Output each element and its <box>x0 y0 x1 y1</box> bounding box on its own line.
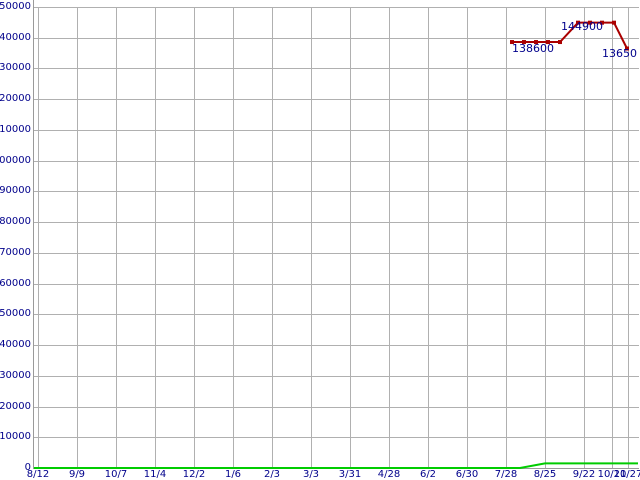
series-line <box>512 21 628 49</box>
y-tick-label: 140000 <box>0 31 31 43</box>
gridline-v <box>272 7 273 468</box>
x-tick-label: 11/4 <box>143 469 167 480</box>
gridline-v <box>506 7 507 468</box>
gridline-v <box>77 7 78 468</box>
gridline-h <box>33 7 639 8</box>
y-tick-label: 40000 <box>0 339 31 351</box>
gridline-h <box>33 38 639 39</box>
data-point-marker <box>576 20 580 25</box>
gridline-v <box>38 7 39 468</box>
series-line <box>34 462 638 469</box>
y-axis-line <box>33 0 34 469</box>
gridline-v <box>612 7 613 468</box>
x-tick-label: 10/7 <box>104 469 128 480</box>
x-tick-label: 9/9 <box>68 469 86 480</box>
y-tick-label: 10000 <box>0 431 31 443</box>
label-144900: 144900 <box>561 20 603 33</box>
data-point-marker <box>588 20 592 25</box>
data-point-marker <box>600 20 604 25</box>
gridline-v <box>389 7 390 468</box>
gridline-v <box>545 7 546 468</box>
gridline-v <box>350 7 351 468</box>
x-tick-label: 8/12 <box>26 469 50 480</box>
data-point-marker <box>625 46 629 51</box>
y-tick-label: 130000 <box>0 62 31 74</box>
gridline-h <box>33 68 639 69</box>
y-tick-label: 0 <box>24 462 31 473</box>
gridline-v <box>628 7 629 468</box>
plot-area <box>33 7 639 469</box>
data-point-marker <box>534 40 538 45</box>
data-point-marker <box>522 40 526 45</box>
gridline-v <box>116 7 117 468</box>
x-tick-label: 3/3 <box>302 469 320 480</box>
data-point-marker <box>546 40 550 45</box>
x-tick-label: 6/2 <box>419 469 437 480</box>
x-tick-label: 1/6 <box>224 469 242 480</box>
y-tick-label: 120000 <box>0 93 31 105</box>
gridline-h <box>33 161 639 162</box>
x-tick-label: 6/30 <box>455 469 479 480</box>
y-tick-label: 50000 <box>0 308 31 320</box>
gridline-h <box>33 407 639 408</box>
y-tick-label: 150000 <box>0 1 31 12</box>
y-tick-label: 110000 <box>0 123 31 135</box>
gridline-h <box>33 284 639 285</box>
y-tick-label: 70000 <box>0 246 31 258</box>
data-point-marker <box>558 40 562 45</box>
y-tick-label: 80000 <box>0 216 31 228</box>
gridline-v <box>428 7 429 468</box>
label-138600: 138600 <box>512 42 554 55</box>
x-tick-label: 10/20 <box>597 469 627 480</box>
gridline-h <box>33 314 639 315</box>
gridline-h <box>33 130 639 131</box>
gridline-v <box>194 7 195 468</box>
y-tick-label: 60000 <box>0 277 31 289</box>
y-tick-label: 90000 <box>0 185 31 197</box>
gridline-h <box>33 191 639 192</box>
gridline-h <box>33 99 639 100</box>
data-point-marker <box>510 40 514 45</box>
y-tick-label: 20000 <box>0 400 31 412</box>
gridline-h <box>33 376 639 377</box>
y-tick-label: 100000 <box>0 154 31 166</box>
x-tick-label: 2/3 <box>263 469 281 480</box>
x-tick-label: 8/25 <box>533 469 557 480</box>
data-point-marker <box>612 20 616 25</box>
x-tick-label: 3/31 <box>338 469 362 480</box>
gridline-h <box>33 437 639 438</box>
gridline-h <box>33 345 639 346</box>
gridline-v <box>311 7 312 468</box>
label-13650: 13650 <box>602 47 637 60</box>
x-tick-label: 11/27 <box>613 469 640 480</box>
gridline-v <box>233 7 234 468</box>
gridline-v <box>155 7 156 468</box>
x-tick-label: 9/22 <box>572 469 596 480</box>
y-tick-label: 30000 <box>0 369 31 381</box>
gridline-v <box>584 7 585 468</box>
gridline-h <box>33 253 639 254</box>
y-axis-tick-labels: 0 10000 20000 30000 40000 50000 60000 70000 8000… <box>0 0 31 480</box>
gridline-v <box>467 7 468 468</box>
x-tick-label: 7/28 <box>494 469 518 480</box>
gridline-h <box>33 222 639 223</box>
x-tick-label: 4/28 <box>377 469 401 480</box>
x-tick-label: 12/2 <box>182 469 206 480</box>
